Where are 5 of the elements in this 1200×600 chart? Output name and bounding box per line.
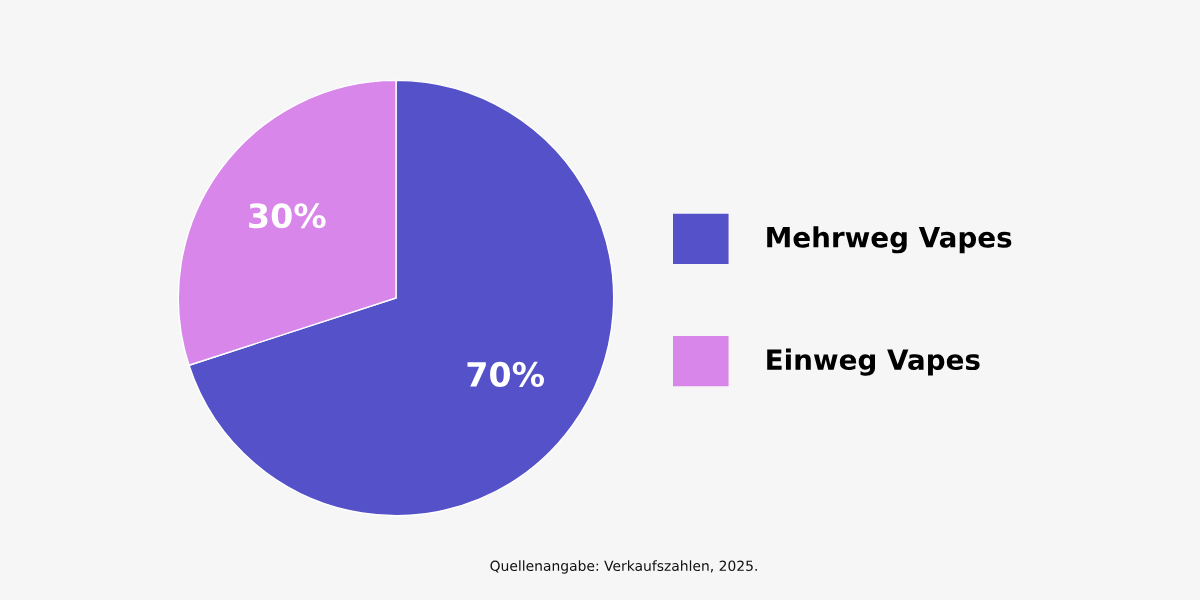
text: Quellenangabe: Verkaufszahlen, 2025. <box>490 560 757 574</box>
legend-label: Einweg Vapes <box>767 348 980 376</box>
data-label: 30% <box>249 203 326 229</box>
legend-label: Mehrweg Vapes <box>767 226 1012 254</box>
data-label: 70% <box>467 361 544 387</box>
